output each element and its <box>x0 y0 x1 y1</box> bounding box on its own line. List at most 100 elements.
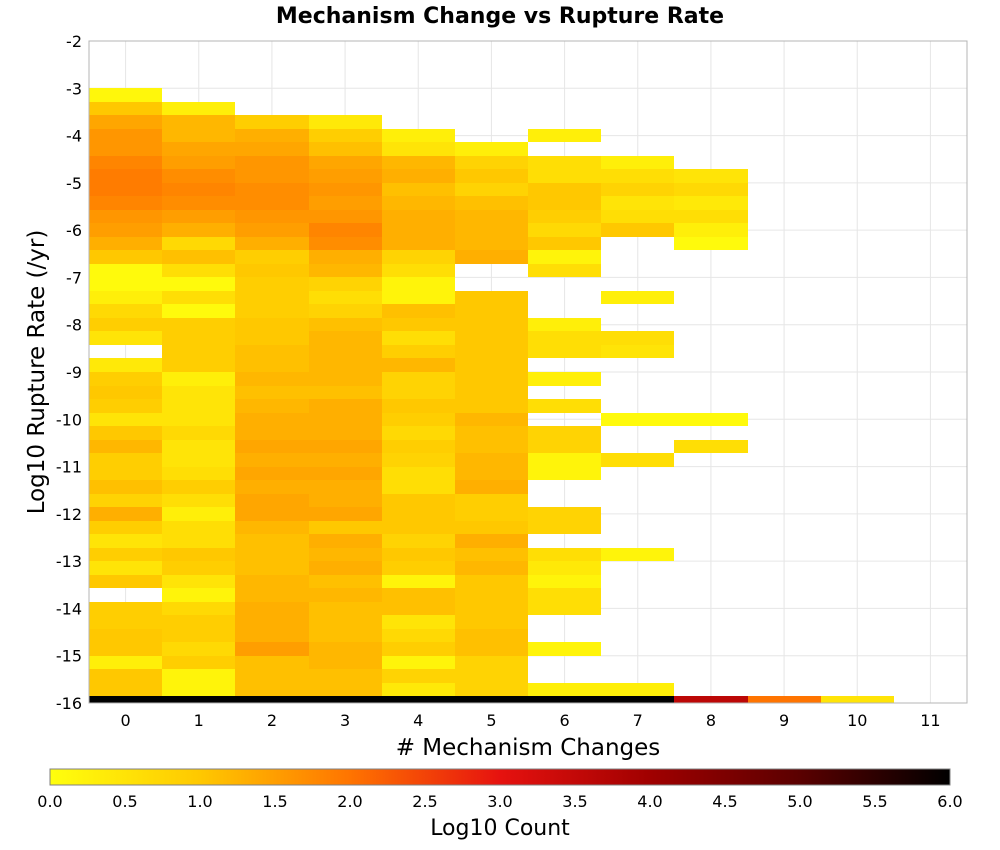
colorbar-tick-label: 4.5 <box>712 792 737 811</box>
heatmap-cell <box>528 345 601 358</box>
heatmap-cell <box>382 183 455 196</box>
heatmap-cell <box>455 615 528 629</box>
heatmap-cell <box>309 413 382 426</box>
heatmap-cell <box>382 413 455 426</box>
heatmap-cell <box>601 413 674 426</box>
heatmap-cell <box>89 250 162 264</box>
heatmap-cell <box>455 318 528 331</box>
x-tick-label: 4 <box>413 711 423 730</box>
heatmap-cell <box>528 169 601 183</box>
heatmap-cell <box>382 331 455 345</box>
heatmap-cell <box>674 413 748 426</box>
heatmap-cell <box>89 534 162 548</box>
heatmap-cell <box>89 183 162 196</box>
heatmap-cell <box>455 345 528 358</box>
colorbar-tick-label: 3.5 <box>562 792 587 811</box>
heatmap-cell <box>89 656 162 669</box>
heatmap-cell <box>309 467 382 480</box>
heatmap-cell <box>309 277 382 291</box>
heatmap-cell <box>89 575 162 588</box>
heatmap-cell <box>528 318 601 331</box>
heatmap-cells <box>89 88 894 703</box>
heatmap-cell <box>309 250 382 264</box>
heatmap-cell <box>89 196 162 210</box>
heatmap-cell <box>235 494 309 507</box>
heatmap-cell <box>89 88 162 102</box>
colorbar-tick-label: 5.5 <box>862 792 887 811</box>
y-tick-label: -3 <box>66 79 82 98</box>
y-axis-label: Log10 Rupture Rate (/yr) <box>24 230 50 515</box>
heatmap-cell <box>601 183 674 196</box>
heatmap-cell <box>309 629 382 642</box>
colorbar-gradient <box>49 768 951 786</box>
heatmap-cell <box>455 480 528 494</box>
y-tick-label: -15 <box>56 647 82 666</box>
heatmap-cell <box>235 169 309 183</box>
heatmap-cell <box>235 156 309 169</box>
heatmap-cell <box>162 142 235 156</box>
heatmap-cell <box>601 683 674 696</box>
heatmap-cell <box>382 453 455 467</box>
heatmap-cell <box>309 237 382 250</box>
heatmap-cell <box>89 696 162 703</box>
heatmap-cell <box>235 372 309 386</box>
heatmap-cell <box>162 169 235 183</box>
heatmap-cell <box>162 656 235 669</box>
heatmap-cell <box>235 656 309 669</box>
y-tick-label: -10 <box>56 410 82 429</box>
heatmap-cell <box>309 656 382 669</box>
heatmap-cell <box>89 102 162 115</box>
heatmap-cell <box>528 440 601 453</box>
heatmap-cell <box>235 142 309 156</box>
heatmap-cell <box>89 358 162 372</box>
heatmap-cell <box>601 548 674 561</box>
heatmap-cell <box>455 223 528 237</box>
heatmap-cell <box>235 291 309 304</box>
heatmap-cell <box>674 169 748 183</box>
heatmap-cell <box>89 467 162 480</box>
heatmap-cell <box>309 169 382 183</box>
heatmap-cell <box>235 575 309 588</box>
colorbar-tick-label: 1.0 <box>187 792 212 811</box>
heatmap-cell <box>382 156 455 169</box>
heatmap-cell <box>382 426 455 440</box>
heatmap-cell <box>89 561 162 575</box>
heatmap-cell <box>162 615 235 629</box>
x-tick-label: 5 <box>486 711 496 730</box>
heatmap-cell <box>235 467 309 480</box>
heatmap-cell <box>89 277 162 291</box>
heatmap-cell <box>89 521 162 534</box>
x-tick-label: 6 <box>559 711 569 730</box>
heatmap-cell <box>382 196 455 210</box>
heatmap-cell <box>528 331 601 345</box>
heatmap-cell <box>235 426 309 440</box>
heatmap-cell <box>235 277 309 291</box>
heatmap-cell <box>382 169 455 183</box>
heatmap-cell <box>382 386 455 399</box>
heatmap-cell <box>455 656 528 669</box>
heatmap-cell <box>235 629 309 642</box>
x-tick-label: 1 <box>194 711 204 730</box>
heatmap-cell <box>89 683 162 696</box>
heatmap-cell <box>382 629 455 642</box>
x-axis-ticks: 0 1 2 3 4 5 6 7 8 9 10 11 <box>120 711 940 730</box>
heatmap-cell <box>162 115 235 129</box>
heatmap-cell <box>309 548 382 561</box>
heatmap-cell <box>455 683 528 696</box>
heatmap-cell <box>162 183 235 196</box>
heatmap-cell <box>309 494 382 507</box>
heatmap-cell <box>528 426 601 440</box>
heatmap-cell <box>455 588 528 602</box>
heatmap-cell <box>382 602 455 615</box>
heatmap-cell <box>455 534 528 548</box>
y-axis-ticks: -2 -3 -4 -5 -6 -7 -8 -9 -10 -11 -12 -13 -14 -15 -16 <box>56 32 82 713</box>
heatmap-cell <box>382 548 455 561</box>
heatmap-cell <box>528 372 601 386</box>
heatmap-cell <box>674 696 748 703</box>
heatmap-cell <box>235 399 309 413</box>
heatmap-cell <box>309 426 382 440</box>
heatmap-cell <box>674 196 748 210</box>
heatmap-cell <box>382 440 455 453</box>
heatmap-cell <box>455 575 528 588</box>
heatmap-cell <box>309 196 382 210</box>
